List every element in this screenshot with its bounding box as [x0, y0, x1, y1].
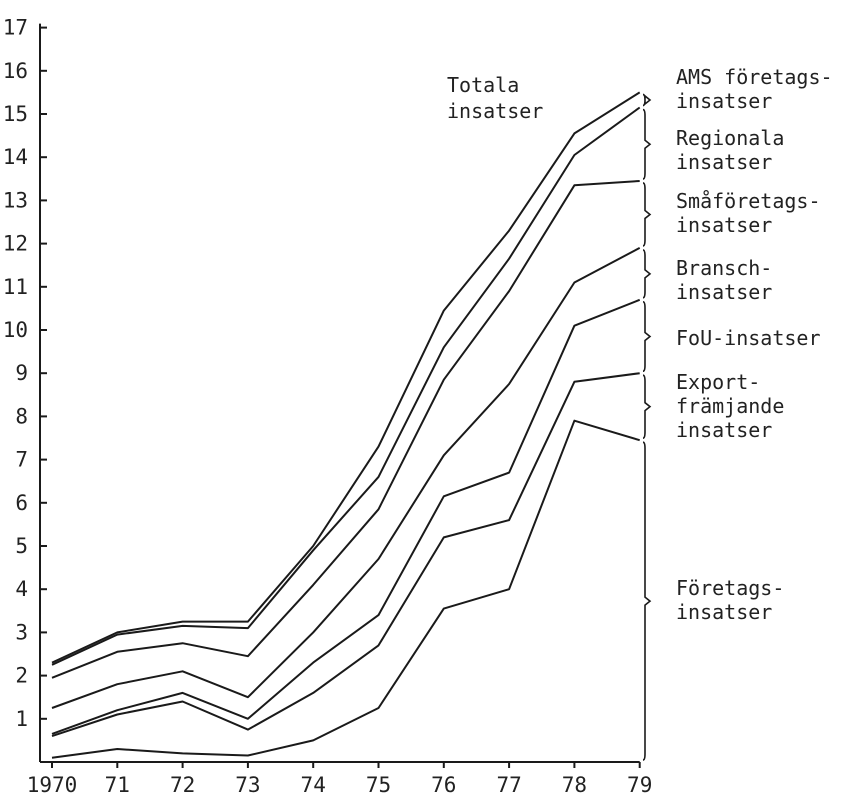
- right-label: insatser: [676, 150, 772, 174]
- y-tick-label: 8: [15, 404, 28, 428]
- chart-axes: [39, 23, 641, 768]
- x-tick-label: 1970: [27, 773, 78, 797]
- x-tick-label: 74: [301, 773, 326, 797]
- series-lines: [51, 91, 641, 759]
- legend-brace: [642, 374, 652, 439]
- y-tick-label: 5: [15, 534, 28, 558]
- x-tick-label: 73: [235, 773, 260, 797]
- right-label: insatser: [676, 213, 772, 237]
- x-tick-label: 72: [170, 773, 195, 797]
- x-tick-label: 75: [366, 773, 391, 797]
- right-label: insatser: [676, 280, 772, 304]
- legend-brace: [642, 441, 652, 761]
- right-label: Export-: [676, 370, 760, 394]
- x-tick-labels: 1970 71 72 73 74 75 76 77 78 79: [27, 773, 653, 797]
- legend-brace: [642, 93, 652, 107]
- x-tick-label: 77: [496, 773, 521, 797]
- right-label: Bransch-: [676, 256, 772, 280]
- annotation-totals-line1: Totala: [447, 73, 519, 97]
- legend-brace: [642, 300, 652, 372]
- y-tick-label: 12: [3, 232, 28, 256]
- right-label: Småföretags-: [676, 189, 821, 213]
- series-line: [51, 298, 641, 735]
- series-line: [51, 91, 641, 664]
- y-tick-label: 9: [15, 361, 28, 385]
- right-label: främjande: [676, 394, 784, 418]
- x-tick-label: 76: [431, 773, 456, 797]
- right-label: FoU-insatser: [676, 326, 821, 350]
- legend-brace: [642, 108, 652, 180]
- y-tick-label: 15: [3, 102, 28, 126]
- y-tick-label: 7: [15, 448, 28, 472]
- y-tick-label: 6: [15, 491, 28, 515]
- y-tick-label: 4: [15, 577, 28, 601]
- series-line: [51, 180, 640, 679]
- legend-braces: [642, 93, 652, 761]
- series-line: [51, 419, 640, 759]
- legend-brace: [642, 182, 652, 247]
- y-tick-label: 13: [3, 188, 28, 212]
- right-label: insatser: [676, 418, 772, 442]
- right-label: AMS företags-: [676, 65, 833, 89]
- y-tick-label: 3: [15, 620, 28, 644]
- series-line: [51, 247, 641, 709]
- right-label: insatser: [676, 600, 772, 624]
- y-tick-label: 17: [3, 16, 28, 40]
- y-tick-label: 16: [3, 59, 28, 83]
- series-line: [51, 372, 640, 738]
- legend-brace: [642, 249, 652, 299]
- y-tick-label: 10: [3, 318, 28, 342]
- y-tick-label: 2: [15, 664, 28, 688]
- y-tick-label: 14: [3, 145, 28, 169]
- right-label: Regionala: [676, 126, 784, 150]
- x-tick-label: 79: [627, 773, 652, 797]
- right-label: insatser: [676, 89, 772, 113]
- right-label: Företags-: [676, 576, 784, 600]
- annotation-totals-line2: insatser: [447, 99, 543, 123]
- x-tick-label: 78: [562, 773, 587, 797]
- x-tick-label: 71: [105, 773, 130, 797]
- series-line: [51, 106, 641, 666]
- y-tick-label: 1: [15, 707, 28, 731]
- y-tick-label: 11: [3, 275, 28, 299]
